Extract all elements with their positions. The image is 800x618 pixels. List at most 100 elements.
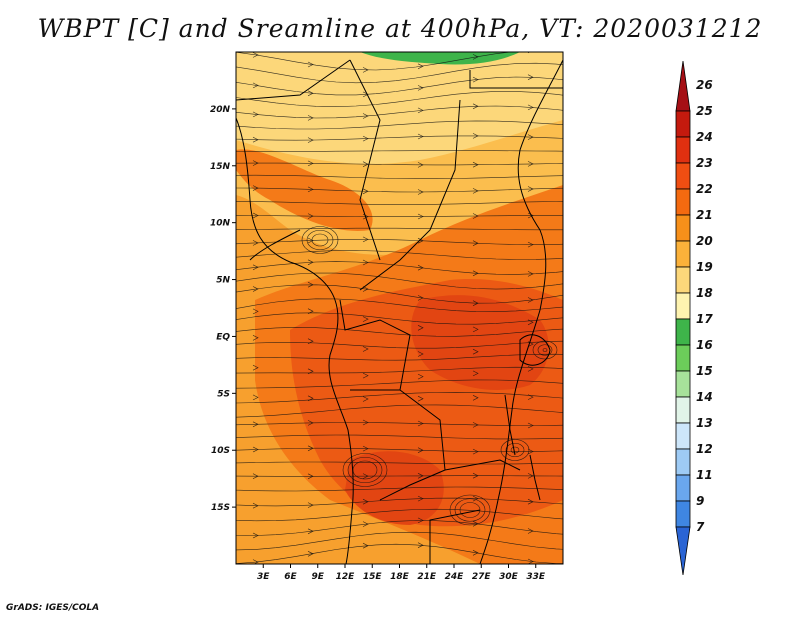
streamline-arrow <box>307 473 314 480</box>
lon-tick-label: 6E <box>284 572 297 582</box>
streamline-arrow <box>307 502 314 508</box>
colorbar-label: 7 <box>696 520 705 534</box>
border-8 <box>249 229 301 261</box>
streamline-arrow <box>527 241 534 248</box>
lat-tick-label: 5N <box>216 276 230 286</box>
streamline-11 <box>236 201 563 205</box>
streamline-arrow <box>417 213 424 220</box>
colorbar-label: 23 <box>696 156 713 170</box>
streamline-arrow <box>307 115 314 121</box>
lat-tick-label: 10S <box>211 446 230 456</box>
streamline-38 <box>236 543 563 564</box>
streamline-arrow <box>417 237 424 244</box>
streamline-arrow <box>417 542 424 548</box>
streamline-16 <box>236 261 563 275</box>
streamline-arrow <box>527 473 534 479</box>
coastline-east-africa <box>479 59 563 564</box>
streamline-23 <box>236 353 563 361</box>
streamline-arrow <box>527 558 534 564</box>
streamline-arrow <box>527 394 534 400</box>
streamline-arrow <box>307 61 314 68</box>
lat-tick-label: 15N <box>210 162 231 172</box>
streamline-0 <box>236 52 513 71</box>
streamline-24 <box>236 366 563 374</box>
streamline-arrow <box>362 161 369 167</box>
streamline-6 <box>236 135 563 141</box>
streamline-arrow <box>472 370 479 377</box>
streamline-37 <box>236 531 563 551</box>
colorbar-swatch-1 <box>675 110 691 138</box>
streamline-arrow <box>307 368 314 375</box>
streamline-arrow <box>362 346 369 352</box>
streamline-arrow <box>527 528 534 534</box>
streamline-arrow <box>307 259 314 266</box>
lon-tick-label: 3E <box>257 572 270 582</box>
streamline-arrow <box>307 160 314 167</box>
lon-tick-label: 21E <box>417 572 437 582</box>
colorbar-label: 15 <box>696 364 713 378</box>
streamline-arrow <box>362 91 369 98</box>
streamline-34 <box>236 497 563 507</box>
streamline-9 <box>236 174 563 179</box>
colorbar-label: 25 <box>696 104 713 118</box>
lon-tick-label: 15E <box>363 572 383 582</box>
streamline-swirl-1 <box>347 456 383 484</box>
streamline-arrow <box>362 188 369 195</box>
colorbar-swatch-3 <box>675 162 691 190</box>
streamline-arrow <box>307 186 314 193</box>
colorbar-label: 19 <box>696 260 713 274</box>
streamline-arrow <box>527 498 534 505</box>
colorbar-label: 24 <box>696 130 713 144</box>
streamline-swirl-2 <box>449 494 491 526</box>
colorbar-label: 21 <box>696 208 713 222</box>
streamline-arrow <box>362 498 369 505</box>
streamline-arrow <box>472 495 479 502</box>
streamline-arrow <box>472 550 479 556</box>
streamline-arrow <box>252 286 259 292</box>
streamline-arrow <box>417 420 424 427</box>
streamline-31 <box>236 461 563 465</box>
streamline-arrow <box>472 76 479 83</box>
streamline-18 <box>236 284 563 304</box>
streamline-arrow <box>362 286 369 292</box>
colorbar-label: 9 <box>696 494 704 508</box>
colorbar-label: 12 <box>696 442 713 456</box>
streamline-21 <box>236 326 563 337</box>
map-title: WBPT [C] and Sreamline at 400hPa, VT: 20… <box>37 14 763 43</box>
streamline-arrow <box>417 107 424 114</box>
colorbar-label: 22 <box>696 182 713 196</box>
streamline-arrow <box>252 502 259 509</box>
streamline-arrow <box>362 473 369 479</box>
colorbar-swatch-10 <box>675 344 691 372</box>
colorbar-label: 11 <box>696 468 713 482</box>
streamline-1 <box>236 62 563 84</box>
streamline-arrow <box>417 264 424 271</box>
colorbar-label: 18 <box>696 286 713 300</box>
border-5 <box>339 299 411 391</box>
border-1 <box>236 59 351 101</box>
streamline-arrow <box>307 395 314 402</box>
colorbar-swatch-16 <box>675 500 691 528</box>
streamline-arrow <box>362 372 369 379</box>
streamline-arrow <box>472 161 479 168</box>
colorbar-swatch-2 <box>675 136 691 164</box>
lat-tick-label: 20N <box>210 105 231 115</box>
streamline-swirl-1 <box>342 453 388 487</box>
streamline-arrow <box>472 422 479 428</box>
streamline-19 <box>236 298 563 313</box>
streamline-arrow <box>252 264 259 271</box>
lat-tick-label: 5S <box>217 389 230 399</box>
streamline-arrow <box>417 517 424 524</box>
lat-tick-label: 15S <box>211 503 230 513</box>
streamline-arrow <box>417 351 424 357</box>
streamline-arrow <box>472 448 479 455</box>
coastline-west-africa <box>236 117 354 564</box>
colorbar-label: 14 <box>696 390 713 404</box>
colorbar-swatch-7 <box>675 266 691 294</box>
streamline-arrow <box>472 240 479 246</box>
colorbar-swatch-0 <box>675 60 691 112</box>
colorbar-swatch-5 <box>675 214 691 242</box>
streamline-swirl-0 <box>311 233 329 247</box>
map-axes: 3E 6E 9E 12E 15E 18E 21E 24E 27E 30E 33E 20N 15N 10N 5… <box>210 105 546 582</box>
streamline-swirl-4 <box>542 348 548 352</box>
